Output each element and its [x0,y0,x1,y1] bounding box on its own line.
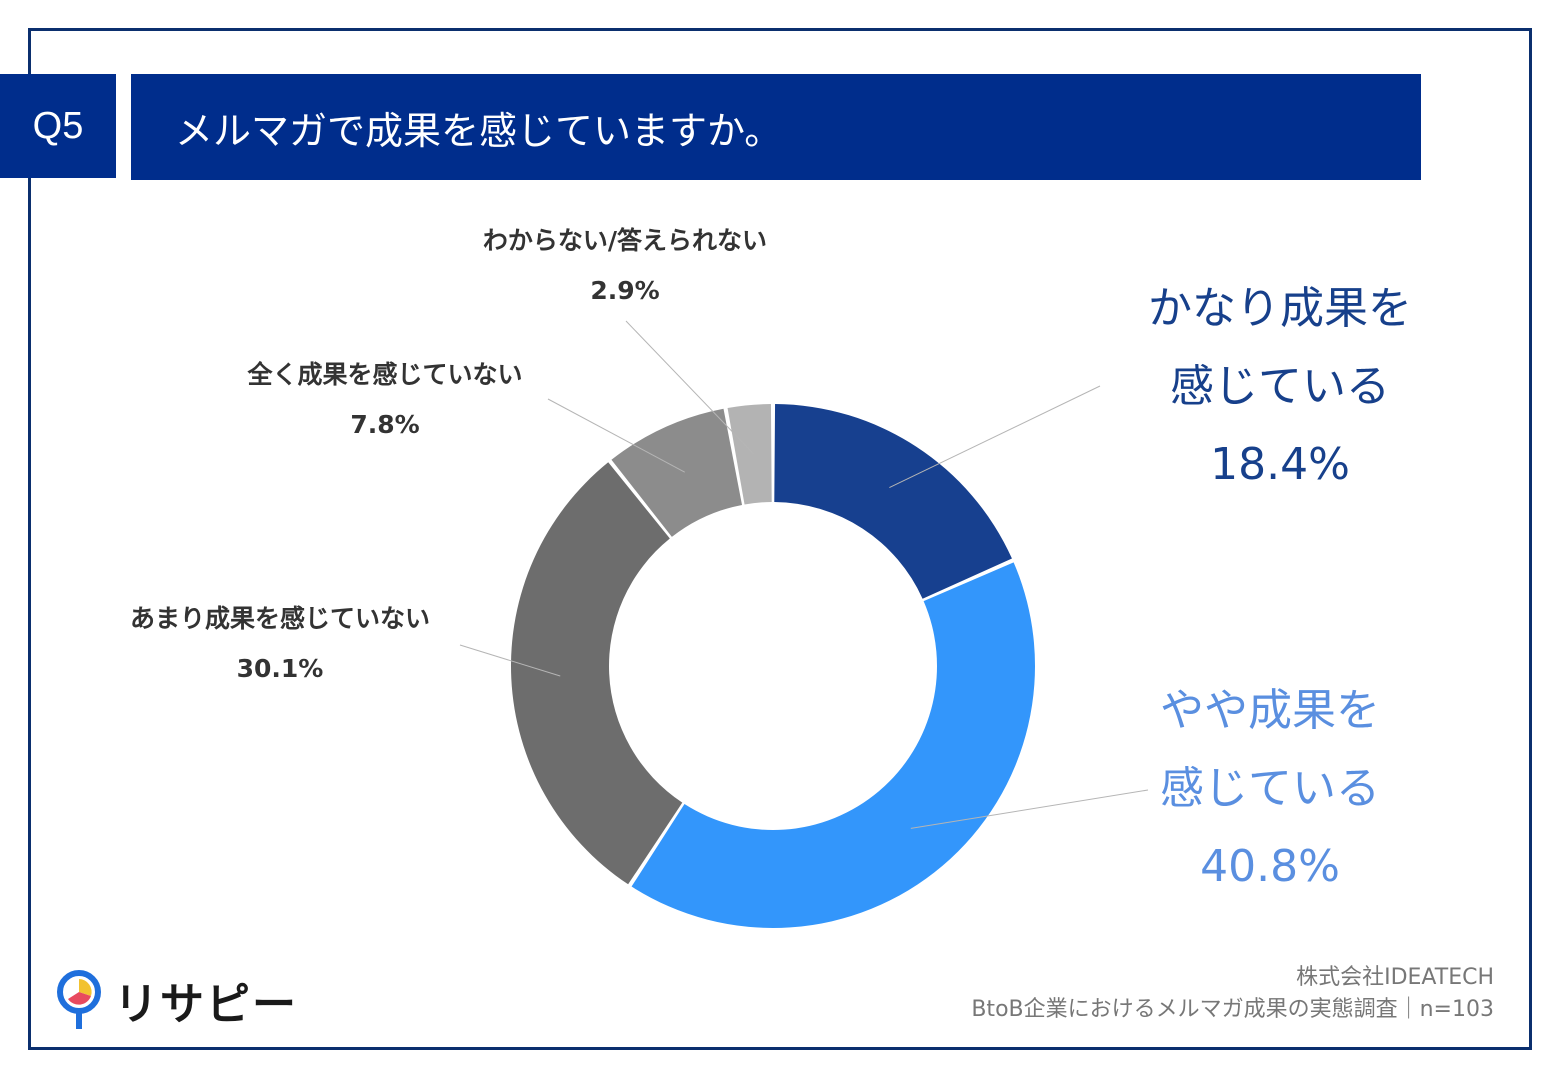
chart-frame [28,28,1532,1050]
question-title: メルマガで成果を感じていますか。 [131,74,1421,180]
risapi-logo: リサピー [54,968,298,1032]
label-kanari-line2: 感じている [1170,361,1390,412]
slice-yaya-leader-line [910,789,1149,829]
label-kanari-line1: かなり成果を [1148,283,1412,334]
label-yaya: やや成果を 感じている 40.8% [1100,672,1440,906]
label-amari: あまり成果を感じていない 30.1% [100,594,460,694]
label-amari-pct: 30.1% [236,654,324,683]
slice-yaya [631,562,1036,928]
label-amari-line1: あまり成果を感じていない [129,604,430,633]
label-wakaranai-pct: 2.9% [590,276,660,305]
label-mattaku-line1: 全く成果を感じていない [247,360,523,389]
question-title-text: メルマガで成果を感じていますか。 [175,108,783,153]
risapi-logo-text: リサピー [114,979,298,1030]
slice-kanari-leader-line [889,385,1101,489]
slice-amari-leader-line [459,644,561,677]
label-kanari-pct: 18.4% [1210,439,1350,490]
label-yaya-line2: 感じている [1160,763,1380,814]
slice-amari [510,462,683,885]
source-note: 株式会社IDEATECH BtoB企業におけるメルマガ成果の実態調査｜n=103 [971,962,1494,1026]
risapi-logo-icon [57,970,101,1029]
label-wakaranai: わからない/答えられない 2.9% [450,216,800,316]
slice-mattaku [611,408,743,537]
label-kanari: かなり成果を 感じている 18.4% [1110,270,1450,504]
question-number-badge: Q5 [0,74,116,178]
slice-kanari [774,404,1012,599]
source-survey: BtoB企業におけるメルマガ成果の実態調査｜n=103 [971,997,1494,1022]
label-mattaku-pct: 7.8% [350,410,420,439]
source-company: 株式会社IDEATECH [1296,965,1494,990]
slice-mattaku-leader-line [547,398,685,473]
label-mattaku: 全く成果を感じていない 7.8% [210,350,560,450]
label-wakaranai-line1: わからない/答えられない [482,226,768,255]
label-yaya-line1: やや成果を [1160,685,1380,736]
slice-wakaranai-leader-line [625,320,754,455]
label-yaya-pct: 40.8% [1200,841,1340,892]
slice-wakaranai [727,404,772,505]
